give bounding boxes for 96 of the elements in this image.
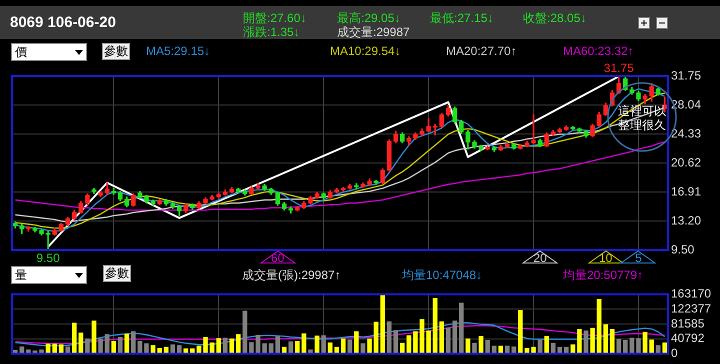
bar xyxy=(380,294,385,354)
bar xyxy=(610,329,615,354)
y-tick-label: 81585 xyxy=(671,316,705,330)
bar xyxy=(656,345,660,354)
bar xyxy=(603,324,608,354)
bar xyxy=(222,338,228,354)
text: 最高:29.05↓ xyxy=(337,11,400,25)
bar xyxy=(472,342,477,354)
bar xyxy=(406,335,412,354)
bar xyxy=(649,340,654,354)
bar xyxy=(78,332,84,354)
bar xyxy=(124,334,130,354)
bar xyxy=(328,342,332,354)
text: MA60:23.32↑ xyxy=(563,44,634,58)
bar xyxy=(662,342,668,354)
bar xyxy=(268,343,274,354)
bar xyxy=(590,328,595,354)
text: 收盤:28.05↓ xyxy=(523,11,586,25)
bar xyxy=(374,322,378,354)
y-tick-label: 16.91 xyxy=(671,184,702,198)
bar xyxy=(550,342,556,354)
text: 均量10:47048↓ xyxy=(402,268,482,282)
bar xyxy=(216,338,221,354)
bar xyxy=(314,336,320,354)
bar xyxy=(459,302,464,354)
bar xyxy=(466,338,470,354)
bar xyxy=(354,331,359,354)
bar xyxy=(485,340,490,354)
bar xyxy=(538,340,542,354)
bar xyxy=(52,344,57,354)
bar xyxy=(616,338,622,354)
bar xyxy=(72,322,77,354)
bar xyxy=(577,329,582,354)
bar xyxy=(367,338,372,354)
y-tick-label: 31.75 xyxy=(671,68,702,82)
bar xyxy=(452,320,458,354)
text: 開盤:27.60↓ xyxy=(243,11,306,25)
bar xyxy=(118,337,123,354)
bar xyxy=(360,343,366,354)
bar xyxy=(321,335,326,354)
bar xyxy=(393,330,398,354)
button: 參數 xyxy=(102,43,130,60)
button: 參數 xyxy=(103,265,131,282)
text: MA5:29.15↓ xyxy=(146,44,210,58)
bar xyxy=(432,298,438,354)
bar xyxy=(386,321,392,354)
bar xyxy=(131,331,136,354)
bar xyxy=(348,340,352,354)
bar xyxy=(295,341,300,354)
bar xyxy=(111,341,116,354)
y-tick-label: 163170 xyxy=(671,286,712,301)
bar xyxy=(518,310,523,354)
y-tick-label: 20.62 xyxy=(671,155,702,170)
bar xyxy=(308,349,313,354)
bar xyxy=(242,310,248,354)
y-tick-label: 40792 xyxy=(671,331,705,346)
bar xyxy=(85,338,90,354)
bar xyxy=(478,336,484,354)
bar xyxy=(446,328,451,354)
y-tick-label: 9.50 xyxy=(671,242,695,256)
annotation: 31.75 xyxy=(602,61,635,75)
text: 成交量(張):29987↑ xyxy=(242,268,341,282)
bar xyxy=(596,299,602,354)
bar xyxy=(104,334,110,354)
dropdown-field: 量 xyxy=(11,266,87,284)
bar xyxy=(236,334,241,354)
text: MA10:29.54↓ xyxy=(330,44,401,58)
chart-title: 8069 106-06-20 xyxy=(10,14,116,32)
dropdown-field: 價 xyxy=(11,43,87,61)
text: 最低:27.15↓ xyxy=(430,11,494,25)
bar xyxy=(150,345,156,354)
y-tick-label: 122377 xyxy=(671,301,712,316)
annotation: 9.50 xyxy=(35,251,61,265)
text: 成交量:29987 xyxy=(337,25,410,39)
y-tick-label: 24.33 xyxy=(671,126,702,140)
text: MA20:27.70↑ xyxy=(446,44,517,58)
bar xyxy=(275,336,280,354)
bar xyxy=(400,342,405,354)
text: 漲跌:1.35↓ xyxy=(243,25,300,39)
y-tick-label: 13.20 xyxy=(671,213,702,228)
bar xyxy=(623,340,628,354)
bar xyxy=(92,320,96,354)
bar xyxy=(302,333,306,354)
bar xyxy=(98,338,103,354)
bar xyxy=(46,344,50,354)
bar xyxy=(288,341,294,354)
bar xyxy=(229,338,234,354)
bar xyxy=(642,332,648,354)
bar xyxy=(439,321,444,354)
y-tick-label: 0 xyxy=(671,346,678,360)
bar xyxy=(340,338,346,354)
text: 均量20:50779↑ xyxy=(563,268,644,282)
bar xyxy=(544,336,549,354)
bar xyxy=(176,345,182,354)
bar xyxy=(584,330,588,354)
bar xyxy=(210,342,214,354)
